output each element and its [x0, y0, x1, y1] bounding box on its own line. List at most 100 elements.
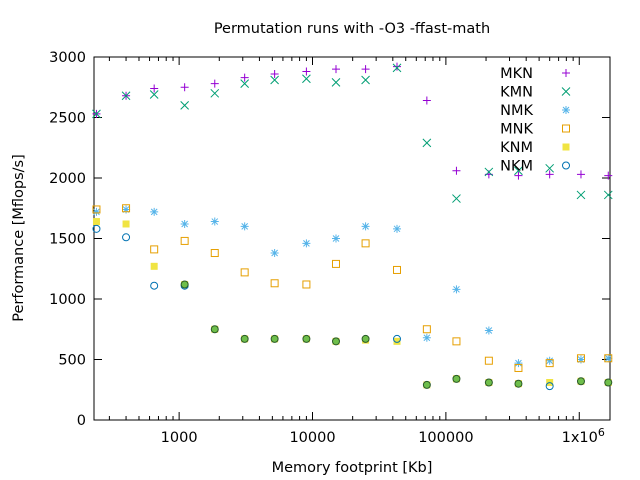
data-point-overlap	[210, 325, 219, 334]
data-point-overlap	[484, 378, 493, 387]
data-point-mnk	[392, 265, 401, 274]
data-point-kmn	[514, 166, 523, 176]
data-point-kmn	[331, 78, 341, 87]
data-point-kmn	[121, 91, 131, 101]
legend-label-mnk: MNK	[500, 122, 533, 138]
data-point-mnk	[514, 363, 523, 372]
y-tick-label: 500	[58, 353, 86, 369]
data-point-kmn	[92, 109, 101, 119]
data-point-nkm	[122, 233, 131, 242]
data-point-overlap	[331, 337, 340, 346]
data-point-mkn	[514, 171, 523, 180]
data-point-nmk	[484, 326, 493, 335]
data-point-mkn	[270, 69, 279, 78]
data-point-mnk	[302, 280, 311, 289]
data-point-nmk	[604, 354, 613, 363]
data-point-mkn	[180, 83, 189, 92]
data-point-overlap	[604, 378, 613, 387]
data-point-mkn	[604, 171, 613, 180]
x-tick-label: 100000	[418, 430, 473, 446]
data-point-mkn	[422, 96, 431, 105]
data-point-mnk	[150, 245, 159, 254]
data-point-kmn	[180, 101, 190, 110]
data-point-mnk	[92, 205, 101, 214]
data-point-kmn	[392, 63, 402, 73]
y-tick-label: 1000	[49, 292, 86, 308]
data-point-kmn	[270, 75, 279, 85]
data-point-nmk	[92, 207, 101, 216]
legend-label-mkn: MKN	[500, 66, 533, 82]
data-point-overlap	[180, 280, 189, 289]
data-point-overlap	[514, 379, 523, 388]
data-point-nkm	[92, 224, 101, 233]
data-point-nmk	[514, 359, 523, 368]
axis-ticks	[94, 56, 610, 421]
series-nmk	[92, 205, 613, 368]
data-point-overlap	[361, 334, 370, 343]
data-point-kmn	[545, 163, 555, 173]
data-points	[92, 62, 613, 391]
legend-marker-kmn	[561, 87, 571, 96]
data-point-kmn	[240, 79, 250, 88]
data-point-mkn	[392, 62, 401, 71]
data-point-mnk	[122, 204, 131, 213]
legend-label-nmk: NMK	[500, 103, 533, 119]
data-point-nmk	[270, 249, 279, 258]
legend-marker-knm	[562, 143, 570, 151]
data-point-mnk	[270, 279, 279, 288]
y-tick-label: 3000	[49, 50, 86, 66]
legend-marker-nkm	[562, 161, 570, 170]
x-tick-label: 10000	[289, 430, 335, 446]
data-point-mnk	[604, 354, 613, 363]
legend-label-kmn: KMN	[500, 85, 533, 101]
x-axis-label: Memory footprint [Kb]	[272, 460, 433, 476]
legend: MKN KMN NMK MNK KNM NKM	[500, 66, 571, 175]
data-point-knm	[150, 262, 158, 270]
data-point-overlap	[422, 380, 431, 389]
data-point-mkn	[331, 65, 340, 74]
y-tick-label: 0	[77, 413, 86, 429]
data-point-nmk	[331, 234, 340, 243]
data-point-nmk	[302, 239, 311, 248]
series-overlap-markers	[180, 280, 613, 389]
y-tick-label: 2500	[49, 111, 86, 127]
data-point-nmk	[422, 333, 431, 342]
data-point-nmk	[240, 222, 249, 231]
series-nkm	[92, 224, 554, 391]
x-tick-label-exponent: 6	[598, 426, 605, 439]
data-point-kmn	[302, 74, 311, 84]
data-point-nmk	[576, 355, 585, 364]
legend-marker-nmk	[562, 106, 570, 114]
series-mnk	[92, 204, 613, 372]
series-knm	[92, 218, 612, 389]
data-point-kmn	[210, 88, 220, 98]
data-point-nmk	[150, 207, 159, 216]
data-point-mnk	[422, 325, 431, 334]
data-point-mkn	[361, 65, 370, 74]
data-point-kmn	[576, 190, 586, 200]
data-point-mnk	[361, 239, 370, 248]
data-point-kmn	[484, 167, 494, 177]
data-point-kmn	[452, 194, 461, 203]
legend-label-knm: KNM	[500, 140, 533, 156]
data-point-nkm	[392, 334, 401, 343]
data-point-knm	[393, 337, 401, 345]
data-point-nmk	[452, 285, 461, 294]
data-point-mnk	[331, 259, 340, 268]
data-point-mkn	[576, 170, 585, 179]
series-kmn	[92, 63, 613, 203]
data-point-kmn	[149, 90, 159, 99]
data-point-overlap	[452, 374, 461, 383]
data-point-mnk	[576, 354, 585, 363]
y-axis-label: Performance [Mflops/s]	[11, 154, 27, 322]
data-point-nkm	[150, 281, 159, 290]
data-point-mnk	[210, 249, 219, 258]
data-point-mnk	[180, 236, 189, 245]
data-point-nmk	[122, 205, 131, 214]
x-tick-label-base: 1x10	[562, 430, 598, 446]
legend-marker-mkn	[562, 69, 570, 77]
data-point-mkn	[545, 170, 554, 179]
data-point-mnk	[240, 268, 249, 277]
data-point-knm	[92, 218, 100, 226]
